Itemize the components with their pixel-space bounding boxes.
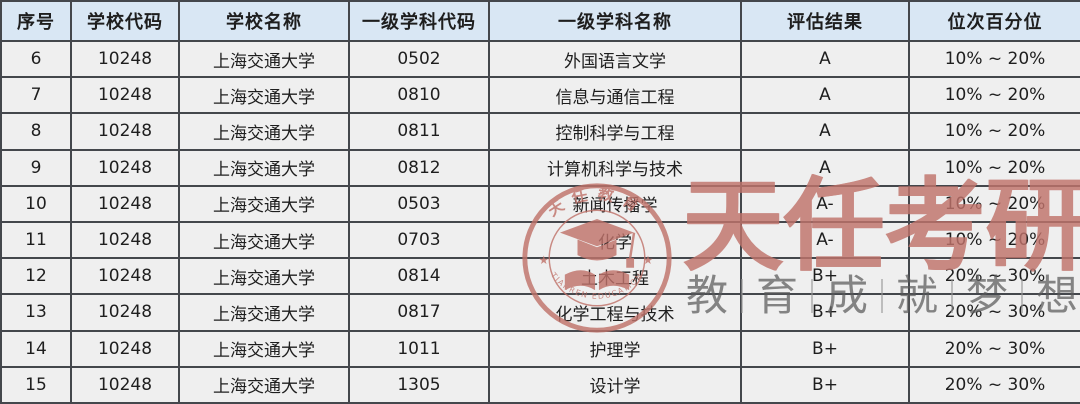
table-body: 6 10248 上海交通大学 0502 外国语言文学 A 10% ~ 20% 7 10248 上海… (0, 39, 1080, 404)
table-cell: 10248 (70, 257, 180, 296)
column-header: 位次百分位 (908, 0, 1080, 42)
table-cell: 控制科学与工程 (488, 112, 742, 151)
table-cell: 上海交通大学 (178, 257, 350, 296)
table-cell: 上海交通大学 (178, 184, 350, 223)
table-cell: 计算机科学与技术 (488, 148, 742, 187)
table-cell: 护理学 (488, 329, 742, 368)
table-cell: 上海交通大学 (178, 293, 350, 332)
table-row: 14 10248 上海交通大学 1011 护理学 B+ 20% ~ 30% (0, 329, 1080, 368)
table-cell: 上海交通大学 (178, 76, 350, 115)
table-cell: 10% ~ 20% (908, 220, 1080, 260)
table-cell: 0810 (348, 76, 490, 115)
table-cell: 0814 (348, 257, 490, 296)
table-cell: 上海交通大学 (178, 329, 350, 368)
table-cell: 6 (0, 39, 72, 79)
table-cell: 1011 (348, 329, 490, 368)
table-cell: A- (740, 220, 910, 260)
table-cell: 0502 (348, 39, 490, 79)
table-cell: 设计学 (488, 365, 742, 404)
table-cell: 10248 (70, 184, 180, 223)
table-row: 8 10248 上海交通大学 0811 控制科学与工程 A 10% ~ 20% (0, 112, 1080, 151)
table-cell: A- (740, 184, 910, 223)
table-row: 10 10248 上海交通大学 0503 新闻传播学 A- 10% ~ 20% (0, 184, 1080, 223)
table-cell: A (740, 148, 910, 187)
table-cell: 12 (0, 257, 72, 296)
table-cell: 20% ~ 30% (908, 329, 1080, 368)
table-cell: 0503 (348, 184, 490, 223)
table-cell: A (740, 112, 910, 151)
table-cell: 1305 (348, 365, 490, 404)
table-row: 15 10248 上海交通大学 1305 设计学 B+ 20% ~ 30% (0, 365, 1080, 404)
table-row: 11 10248 上海交通大学 0703 化学 A- 10% ~ 20% (0, 220, 1080, 260)
table-cell: 10248 (70, 39, 180, 79)
table-cell: A (740, 39, 910, 79)
table-cell: 10% ~ 20% (908, 76, 1080, 115)
table-row: 7 10248 上海交通大学 0810 信息与通信工程 A 10% ~ 20% (0, 76, 1080, 115)
table-cell: 10248 (70, 220, 180, 260)
table-cell: 15 (0, 365, 72, 404)
table-cell: 20% ~ 30% (908, 365, 1080, 404)
table-cell: 新闻传播学 (488, 184, 742, 223)
table-cell: 10248 (70, 293, 180, 332)
column-header: 学校代码 (70, 0, 180, 42)
table-cell: 8 (0, 112, 72, 151)
table-cell: 20% ~ 30% (908, 257, 1080, 296)
table-cell: 上海交通大学 (178, 39, 350, 79)
column-header: 评估结果 (740, 0, 910, 42)
table-cell: B+ (740, 257, 910, 296)
table-row: 12 10248 上海交通大学 0814 土木工程 B+ 20% ~ 30% (0, 257, 1080, 296)
table-cell: 10248 (70, 76, 180, 115)
table-cell: 0703 (348, 220, 490, 260)
table-cell: 13 (0, 293, 72, 332)
table-cell: 14 (0, 329, 72, 368)
table-cell: 信息与通信工程 (488, 76, 742, 115)
column-header: 学校名称 (178, 0, 350, 42)
table-cell: 10% ~ 20% (908, 184, 1080, 223)
table-cell: 10248 (70, 329, 180, 368)
table-cell: 化学工程与技术 (488, 293, 742, 332)
table-cell: 10% ~ 20% (908, 112, 1080, 151)
table-cell: 11 (0, 220, 72, 260)
table-cell: 10248 (70, 148, 180, 187)
table-cell: 外国语言文学 (488, 39, 742, 79)
table-cell: B+ (740, 365, 910, 404)
table-cell: 10248 (70, 365, 180, 404)
table-cell: 化学 (488, 220, 742, 260)
table-cell: A (740, 76, 910, 115)
table-cell: B+ (740, 293, 910, 332)
table-cell: 0817 (348, 293, 490, 332)
table-row: 6 10248 上海交通大学 0502 外国语言文学 A 10% ~ 20% (0, 39, 1080, 79)
column-header: 一级学科代码 (348, 0, 490, 42)
table-cell: 10% ~ 20% (908, 148, 1080, 187)
table-cell: 10% ~ 20% (908, 39, 1080, 79)
table-cell: 土木工程 (488, 257, 742, 296)
table-cell: B+ (740, 329, 910, 368)
table-row: 9 10248 上海交通大学 0812 计算机科学与技术 A 10% ~ 20% (0, 148, 1080, 187)
header-row: 序号 学校代码 学校名称 一级学科代码 一级学科名称 评估结果 位次百分位 (0, 0, 1080, 42)
table-cell: 10 (0, 184, 72, 223)
table-row: 13 10248 上海交通大学 0817 化学工程与技术 B+ 20% ~ 30% (0, 293, 1080, 332)
table-cell: 上海交通大学 (178, 220, 350, 260)
table-cell: 上海交通大学 (178, 148, 350, 187)
table-cell: 10248 (70, 112, 180, 151)
table-cell: 0811 (348, 112, 490, 151)
column-header: 一级学科名称 (488, 0, 742, 42)
table-cell: 上海交通大学 (178, 365, 350, 404)
column-header: 序号 (0, 0, 72, 42)
table-cell: 上海交通大学 (178, 112, 350, 151)
table-cell: 20% ~ 30% (908, 293, 1080, 332)
table-cell: 9 (0, 148, 72, 187)
table-cell: 0812 (348, 148, 490, 187)
table-cell: 7 (0, 76, 72, 115)
